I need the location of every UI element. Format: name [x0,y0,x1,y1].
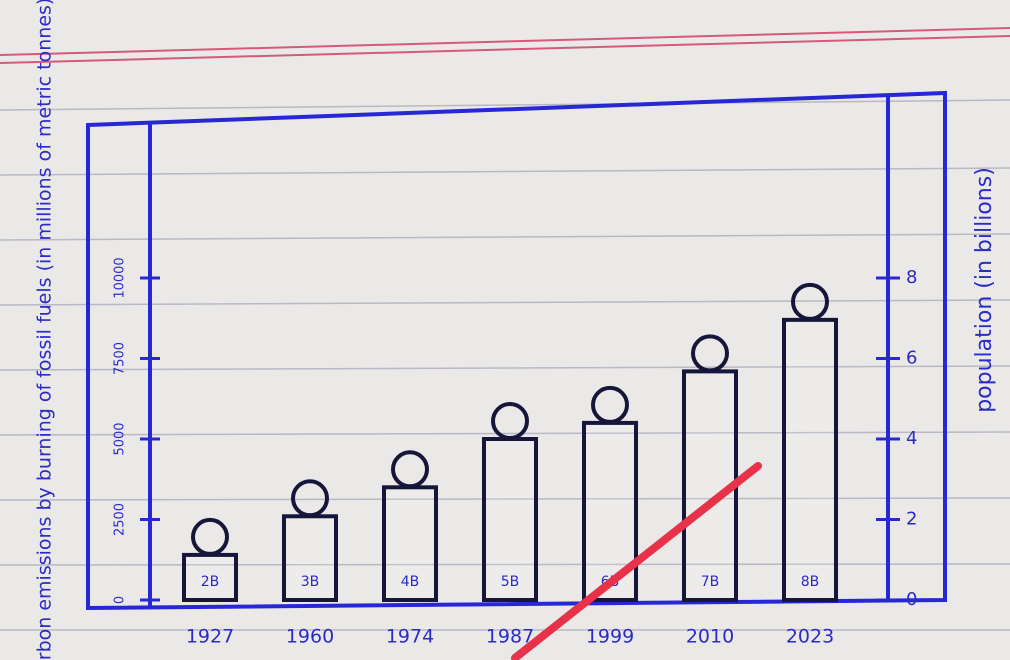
y-tick-label: 7500 [113,342,128,375]
y2-tick-label: 6 [906,348,917,369]
y2-axis-title: population (in billions) [972,167,997,413]
x-tick-label: 1999 [586,626,634,648]
y2-tick-label: 8 [906,267,917,288]
x-tick-label: 2010 [686,626,734,648]
chart: carbon emissions by burning of fossil fu… [0,0,1010,660]
x-tick-label: 1960 [286,626,334,648]
x-tick-label: 1974 [386,626,434,648]
x-tick-label: 2023 [786,626,834,648]
x-tick-label: 1927 [186,626,234,648]
page: {"chart_data": { "type": "bar", "y_label… [0,0,1010,660]
value-label: 3B [301,574,320,590]
y-tick-label: 0 [113,596,128,604]
y2-tick-label: 2 [906,509,917,530]
value-label: 4B [401,574,420,590]
y-tick-label: 2500 [113,503,128,536]
y2-tick-label: 4 [906,428,917,449]
value-label: 8B [801,574,820,590]
y-axis-title: carbon emissions by burning of fossil fu… [34,0,56,660]
bar [784,320,836,600]
y2-tick-label: 0 [906,589,917,610]
y-tick-label: 10000 [113,257,128,298]
value-label: 2B [201,574,220,590]
value-label: 5B [501,574,520,590]
value-label: 7B [701,574,720,590]
y-tick-label: 5000 [113,422,128,455]
